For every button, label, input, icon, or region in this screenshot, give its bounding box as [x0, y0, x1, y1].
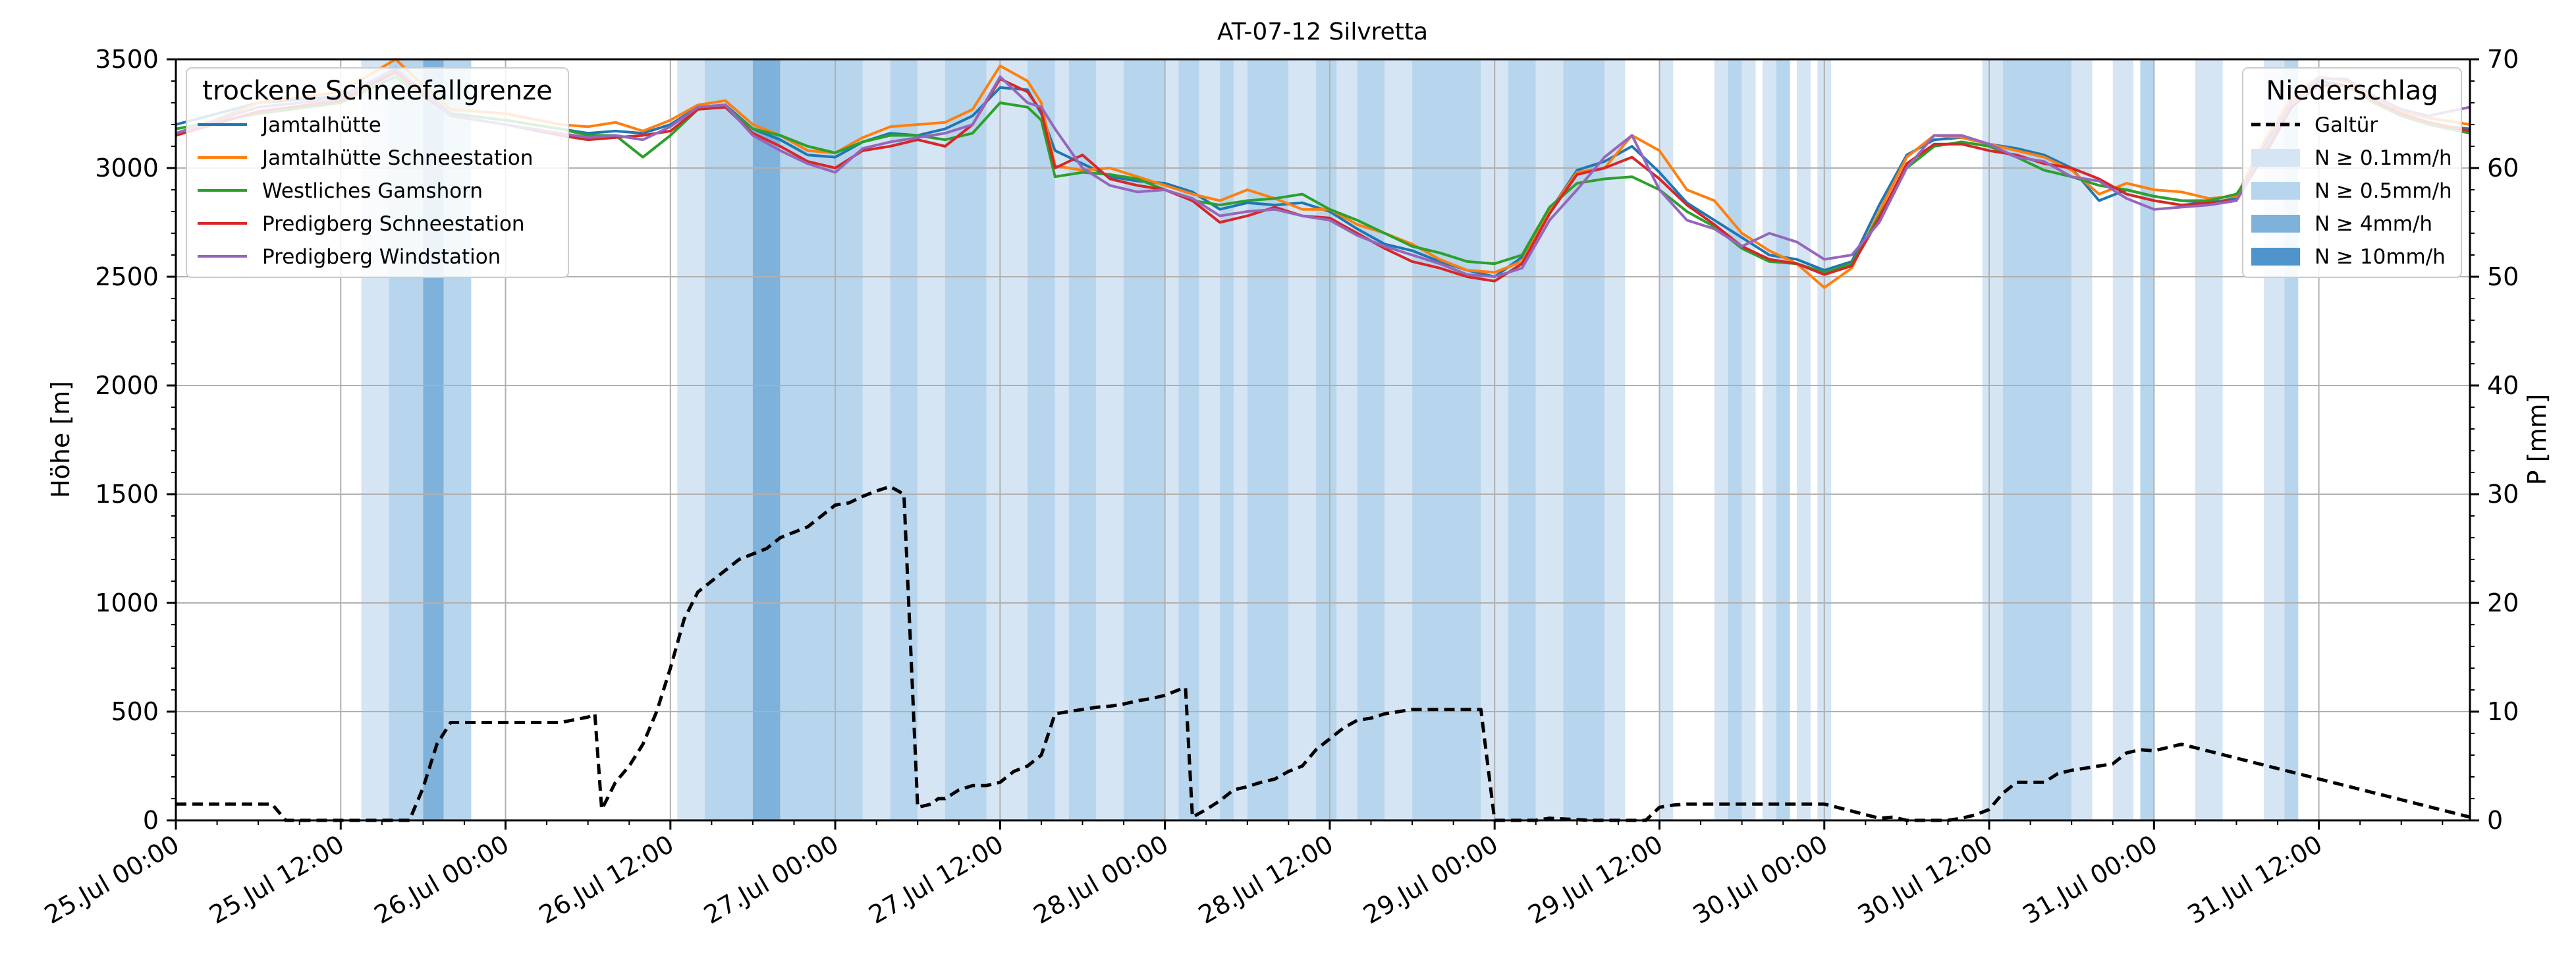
y-tick-label-0: 0	[143, 806, 159, 835]
y2-tick-label-0: 0	[2487, 806, 2503, 835]
x-tick-label-9: 29.Jul 12:00	[1523, 830, 1668, 930]
precip-band-32	[1508, 59, 1536, 820]
legend-precip-title: Niederschlag	[2266, 76, 2438, 106]
legend-snow: trockene Schneefallgrenze Jamtalhütte Ja…	[186, 67, 569, 278]
y-tick-label-3: 1500	[95, 480, 159, 509]
precip-band-15	[1055, 59, 1069, 820]
x-tick-label-2: 26.Jul 00:00	[370, 830, 514, 930]
precip-band-49	[2195, 59, 2223, 820]
precip-band-37	[1714, 59, 1728, 820]
precip-band-14	[1028, 59, 1055, 820]
precip-band-23	[1233, 59, 1247, 820]
legend-label-westliches-gamshorn: Westliches Gamshorn	[262, 179, 483, 203]
y2-axis-label: P [mm]	[2523, 394, 2552, 486]
precip-band-39	[1741, 59, 1756, 820]
precip-band-12	[945, 59, 987, 820]
precip-band-40	[1762, 59, 1776, 820]
y2-tick-label-5: 50	[2487, 262, 2519, 291]
x-tick-label-5: 27.Jul 12:00	[864, 830, 1008, 930]
series-line-4	[175, 67, 2471, 278]
x-tick-label-13: 31.Jul 12:00	[2183, 830, 2327, 930]
precip-band-13	[986, 59, 1028, 820]
y-tick-label-5: 2500	[95, 262, 159, 291]
precip-band-19	[1165, 59, 1179, 820]
x-tick-label-7: 28.Jul 12:00	[1193, 830, 1338, 930]
y-axis-label: Höhe [m]	[46, 381, 75, 498]
y2-tick-label-4: 40	[2487, 371, 2519, 400]
y2-tick-label-1: 10	[2487, 697, 2519, 726]
precip-band-16	[1068, 59, 1097, 820]
x-tick-label-3: 26.Jul 12:00	[534, 830, 678, 930]
y2-tick-label-6: 60	[2487, 154, 2519, 183]
precip-band-26	[1316, 59, 1337, 820]
precip-band-5	[704, 59, 753, 820]
y2-tick-label-7: 70	[2487, 45, 2519, 74]
y-tick-label-2: 1000	[95, 588, 159, 617]
precip-band-30	[1412, 59, 1481, 820]
legend-snow-box	[186, 67, 569, 278]
legend-label-band-05: N ≥ 0.5mm/h	[2315, 179, 2452, 203]
chart-title: AT-07-12 Silvretta	[1217, 18, 1428, 45]
precip-band-47	[2112, 59, 2134, 820]
precip-band-4	[677, 59, 705, 820]
precip-band-29	[1384, 59, 1413, 820]
legend-label-jamtalhuette: Jamtalhütte	[261, 113, 381, 137]
x-tick-label-12: 31.Jul 00:00	[2017, 830, 2162, 930]
legend-swatch-band-10	[2251, 248, 2300, 266]
legend-swatch-band-05	[2251, 182, 2300, 200]
precip-band-6	[752, 59, 781, 820]
precip-band-44	[1982, 59, 2003, 820]
precip-band-27	[1336, 59, 1357, 820]
precip-band-11	[918, 59, 945, 820]
precip-band-22	[1220, 59, 1234, 820]
legend-label-galtuer: Galtür	[2315, 113, 2378, 137]
precip-band-21	[1199, 59, 1220, 820]
precip-band-25	[1288, 59, 1317, 820]
legend-label-predigberg-windstation: Predigberg Windstation	[262, 245, 501, 269]
precip-bands	[361, 59, 2299, 820]
y-tick-label-6: 3000	[95, 154, 159, 183]
legend-label-jamtalhuette-schneestation: Jamtalhütte Schneestation	[261, 146, 533, 170]
y-tick-label-4: 2000	[95, 371, 159, 400]
x-tick-label-4: 27.Jul 00:00	[699, 830, 843, 930]
legend-label-band-4: N ≥ 4mm/h	[2315, 212, 2432, 236]
precip-band-41	[1776, 59, 1790, 820]
precip-band-20	[1178, 59, 1199, 820]
y2-tick-label-3: 30	[2487, 480, 2519, 509]
series-line-3	[175, 71, 2471, 283]
legend-label-band-10: N ≥ 10mm/h	[2315, 245, 2446, 269]
precip-band-38	[1728, 59, 1742, 820]
precip-band-33	[1535, 59, 1564, 820]
precip-band-48	[2140, 59, 2154, 820]
y2-tick-label-2: 20	[2487, 588, 2519, 617]
legend-swatch-band-01	[2251, 149, 2300, 167]
legend-swatch-band-4	[2251, 215, 2300, 233]
legend-snow-title: trockene Schneefallgrenze	[202, 76, 552, 106]
precip-band-9	[862, 59, 891, 820]
precip-band-35	[1604, 59, 1626, 820]
snowline-series	[175, 58, 2471, 289]
legend-precip: Niederschlag Galtür N ≥ 0.1mm/h N ≥ 0.5m…	[2242, 67, 2462, 278]
x-tick-label-11: 30.Jul 12:00	[1853, 830, 1997, 930]
precip-band-7	[780, 59, 808, 820]
precip-band-36	[1659, 59, 1674, 820]
precip-band-10	[890, 59, 918, 820]
x-tick-label-8: 29.Jul 00:00	[1358, 830, 1502, 930]
x-tick-label-6: 28.Jul 00:00	[1029, 830, 1173, 930]
x-tick-label-1: 25.Jul 12:00	[204, 830, 348, 930]
precip-band-28	[1357, 59, 1385, 820]
x-tick-label-10: 30.Jul 00:00	[1688, 830, 1832, 930]
legend-label-predigberg-schneestation: Predigberg Schneestation	[262, 212, 525, 236]
plot-frame	[175, 58, 2471, 822]
legend-label-band-01: N ≥ 0.1mm/h	[2315, 146, 2452, 170]
y-tick-label-7: 3500	[95, 45, 159, 74]
precip-band-42	[1797, 59, 1811, 820]
precip-band-24	[1247, 59, 1289, 820]
x-tick-label-0: 25.Jul 00:00	[40, 830, 184, 930]
y-tick-label-1: 500	[111, 697, 159, 726]
precip-band-45	[2002, 59, 2072, 820]
